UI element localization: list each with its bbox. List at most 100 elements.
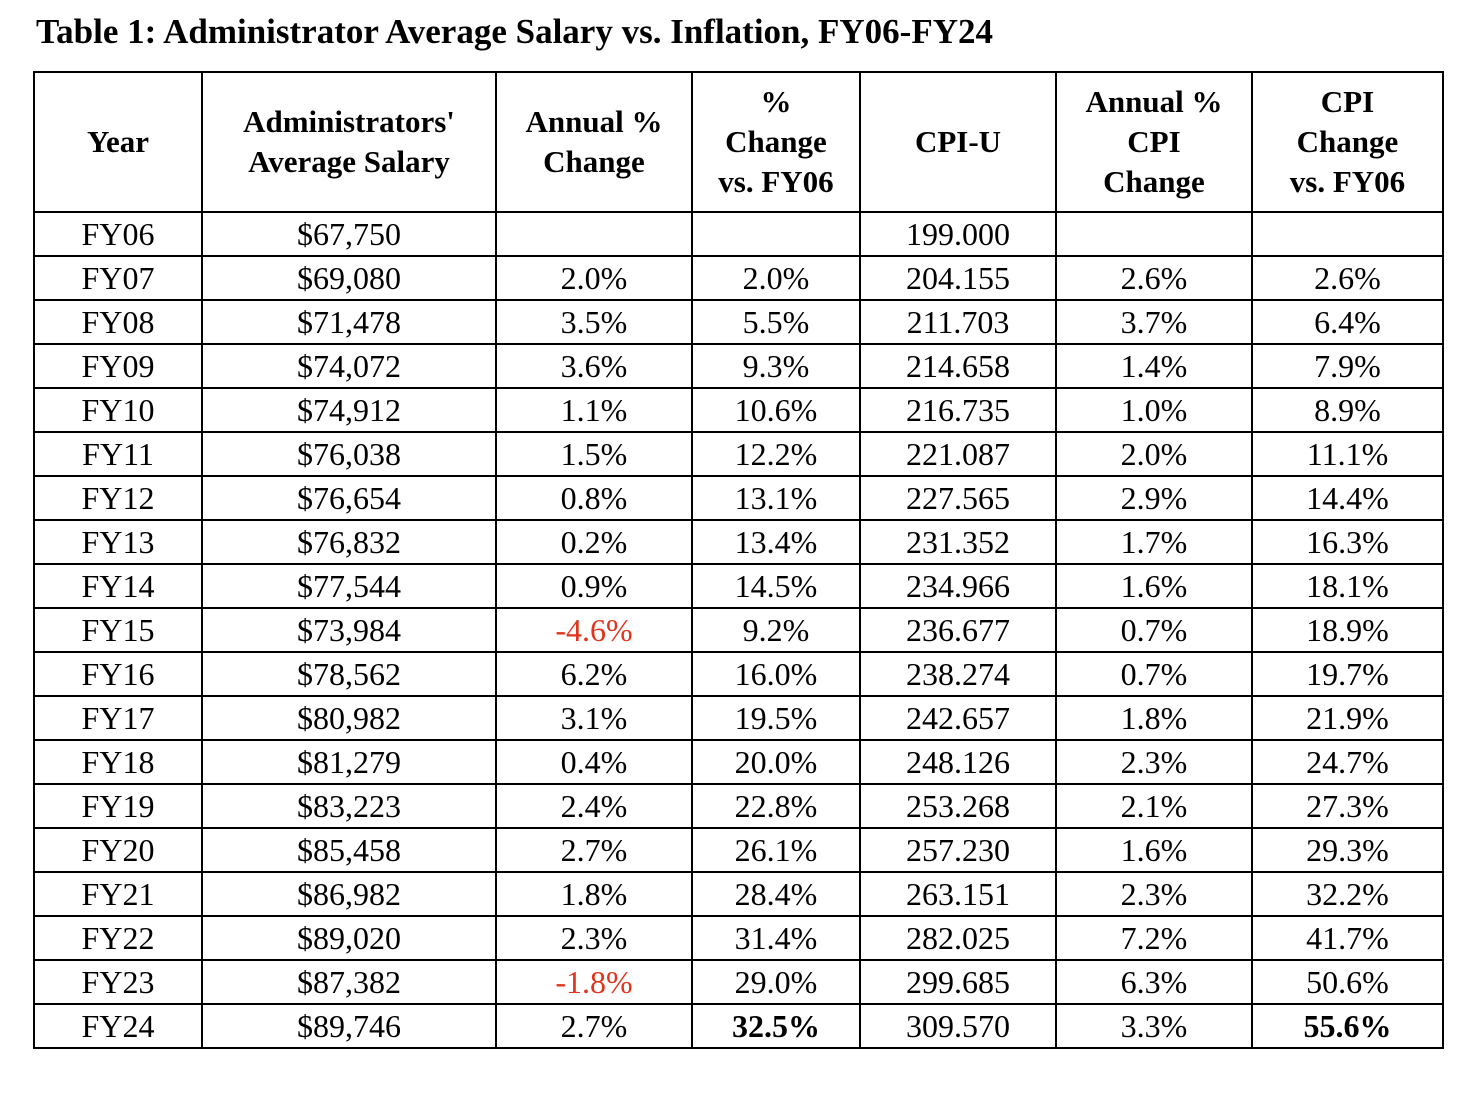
table-row: FY17 $80,982 3.1% 19.5% 242.657 1.8% 21.9%	[33, 695, 1444, 741]
cell-pct-change-vs-fy06: 16.0%	[691, 651, 861, 697]
cell-cpi-change-vs-fy06: 11.1%	[1251, 431, 1444, 477]
cell-cpi-change-vs-fy06: 41.7%	[1251, 915, 1444, 961]
cell-annual-pct-change: 1.5%	[495, 431, 693, 477]
cell-cpi-change-vs-fy06: 16.3%	[1251, 519, 1444, 565]
cell-annual-pct-cpi-change: 6.3%	[1055, 959, 1253, 1005]
cell-cpi-u: 199.000	[859, 211, 1057, 257]
header-line: Change	[725, 124, 827, 159]
table-row: FY21 $86,982 1.8% 28.4% 263.151 2.3% 32.2%	[33, 871, 1444, 917]
cell-annual-pct-change: 0.8%	[495, 475, 693, 521]
cell-year: FY18	[33, 739, 203, 785]
table-body: FY06 $67,750 199.000 FY07 $69,080 2.0% 2.0% 204…	[33, 211, 1444, 1049]
header-line: CPI	[1127, 124, 1181, 159]
cell-admin-avg-salary: $74,072	[201, 343, 497, 389]
cell-year: FY11	[33, 431, 203, 477]
cell-cpi-u: 282.025	[859, 915, 1057, 961]
cell-cpi-u: 234.966	[859, 563, 1057, 609]
cell-annual-pct-cpi-change: 2.1%	[1055, 783, 1253, 829]
cell-annual-pct-cpi-change: 1.6%	[1055, 827, 1253, 873]
cell-admin-avg-salary: $69,080	[201, 255, 497, 301]
cell-admin-avg-salary: $76,654	[201, 475, 497, 521]
cell-admin-avg-salary: $80,982	[201, 695, 497, 741]
cell-cpi-change-vs-fy06	[1251, 211, 1444, 257]
cell-pct-change-vs-fy06: 26.1%	[691, 827, 861, 873]
cell-annual-pct-cpi-change: 1.8%	[1055, 695, 1253, 741]
table-row: FY18 $81,279 0.4% 20.0% 248.126 2.3% 24.7%	[33, 739, 1444, 785]
cell-annual-pct-change: 2.7%	[495, 1003, 693, 1049]
header-line: Change	[1103, 164, 1205, 199]
cell-annual-pct-change: 6.2%	[495, 651, 693, 697]
cell-annual-pct-change: 2.7%	[495, 827, 693, 873]
header-line: Annual %	[1085, 84, 1223, 119]
cell-year: FY21	[33, 871, 203, 917]
cell-cpi-u: 309.570	[859, 1003, 1057, 1049]
cell-cpi-change-vs-fy06: 29.3%	[1251, 827, 1444, 873]
cell-annual-pct-cpi-change: 2.9%	[1055, 475, 1253, 521]
header-line: CPI	[1320, 84, 1375, 119]
cell-annual-pct-change: 3.5%	[495, 299, 693, 345]
cell-annual-pct-change: 2.0%	[495, 255, 693, 301]
header-line: Year	[87, 124, 149, 159]
header-line: CPI-U	[914, 124, 1002, 159]
cell-pct-change-vs-fy06: 5.5%	[691, 299, 861, 345]
cell-admin-avg-salary: $76,832	[201, 519, 497, 565]
cell-year: FY22	[33, 915, 203, 961]
table-row: FY12 $76,654 0.8% 13.1% 227.565 2.9% 14.4%	[33, 475, 1444, 521]
cell-year: FY17	[33, 695, 203, 741]
cell-pct-change-vs-fy06: 13.1%	[691, 475, 861, 521]
cell-annual-pct-cpi-change: 2.0%	[1055, 431, 1253, 477]
cell-year: FY09	[33, 343, 203, 389]
cell-cpi-u: 231.352	[859, 519, 1057, 565]
cell-cpi-change-vs-fy06: 19.7%	[1251, 651, 1444, 697]
cell-cpi-u: 257.230	[859, 827, 1057, 873]
header-line: vs. FY06	[1289, 164, 1406, 199]
cell-annual-pct-change: 2.4%	[495, 783, 693, 829]
cell-year: FY06	[33, 211, 203, 257]
cell-annual-pct-cpi-change: 2.3%	[1055, 739, 1253, 785]
cell-cpi-change-vs-fy06: 18.1%	[1251, 563, 1444, 609]
cell-cpi-u: 263.151	[859, 871, 1057, 917]
cell-year: FY24	[33, 1003, 203, 1049]
cell-year: FY19	[33, 783, 203, 829]
header-line: %	[760, 84, 792, 119]
cell-year: FY08	[33, 299, 203, 345]
cell-cpi-change-vs-fy06: 18.9%	[1251, 607, 1444, 653]
cell-annual-pct-change: -4.6%	[495, 607, 693, 653]
cell-admin-avg-salary: $86,982	[201, 871, 497, 917]
cell-annual-pct-change: 2.3%	[495, 915, 693, 961]
cell-year: FY16	[33, 651, 203, 697]
cell-annual-pct-change: 3.6%	[495, 343, 693, 389]
table-row: FY14 $77,544 0.9% 14.5% 234.966 1.6% 18.1%	[33, 563, 1444, 609]
cell-admin-avg-salary: $71,478	[201, 299, 497, 345]
cell-annual-pct-cpi-change: 0.7%	[1055, 607, 1253, 653]
header-line: Change	[1296, 124, 1399, 159]
cell-year: FY15	[33, 607, 203, 653]
table-row: FY07 $69,080 2.0% 2.0% 204.155 2.6% 2.6%	[33, 255, 1444, 301]
cell-admin-avg-salary: $76,038	[201, 431, 497, 477]
cell-cpi-change-vs-fy06: 32.2%	[1251, 871, 1444, 917]
cell-cpi-u: 248.126	[859, 739, 1057, 785]
cell-annual-pct-change: 3.1%	[495, 695, 693, 741]
table-row: FY24 $89,746 2.7% 32.5% 309.570 3.3% 55.6%	[33, 1003, 1444, 1049]
header-line: Average Salary	[248, 144, 450, 179]
cell-cpi-change-vs-fy06: 21.9%	[1251, 695, 1444, 741]
cell-year: FY14	[33, 563, 203, 609]
cell-cpi-change-vs-fy06: 14.4%	[1251, 475, 1444, 521]
cell-year: FY10	[33, 387, 203, 433]
table-row: FY10 $74,912 1.1% 10.6% 216.735 1.0% 8.9%	[33, 387, 1444, 433]
header-cpi-change-vs-fy06: CPI Change vs. FY06	[1251, 71, 1444, 213]
table-row: FY08 $71,478 3.5% 5.5% 211.703 3.7% 6.4%	[33, 299, 1444, 345]
cell-cpi-u: 204.155	[859, 255, 1057, 301]
table-header-row: Year Administrators' Average Salary Annual …	[33, 71, 1444, 213]
cell-annual-pct-change	[495, 211, 693, 257]
cell-pct-change-vs-fy06: 20.0%	[691, 739, 861, 785]
cell-annual-pct-change: 1.8%	[495, 871, 693, 917]
cell-pct-change-vs-fy06	[691, 211, 861, 257]
cell-pct-change-vs-fy06: 28.4%	[691, 871, 861, 917]
cell-admin-avg-salary: $78,562	[201, 651, 497, 697]
cell-annual-pct-cpi-change: 1.0%	[1055, 387, 1253, 433]
cell-pct-change-vs-fy06: 9.3%	[691, 343, 861, 389]
salary-inflation-table: Year Administrators' Average Salary Annual …	[33, 71, 1444, 1049]
cell-cpi-change-vs-fy06: 27.3%	[1251, 783, 1444, 829]
cell-cpi-u: 299.685	[859, 959, 1057, 1005]
